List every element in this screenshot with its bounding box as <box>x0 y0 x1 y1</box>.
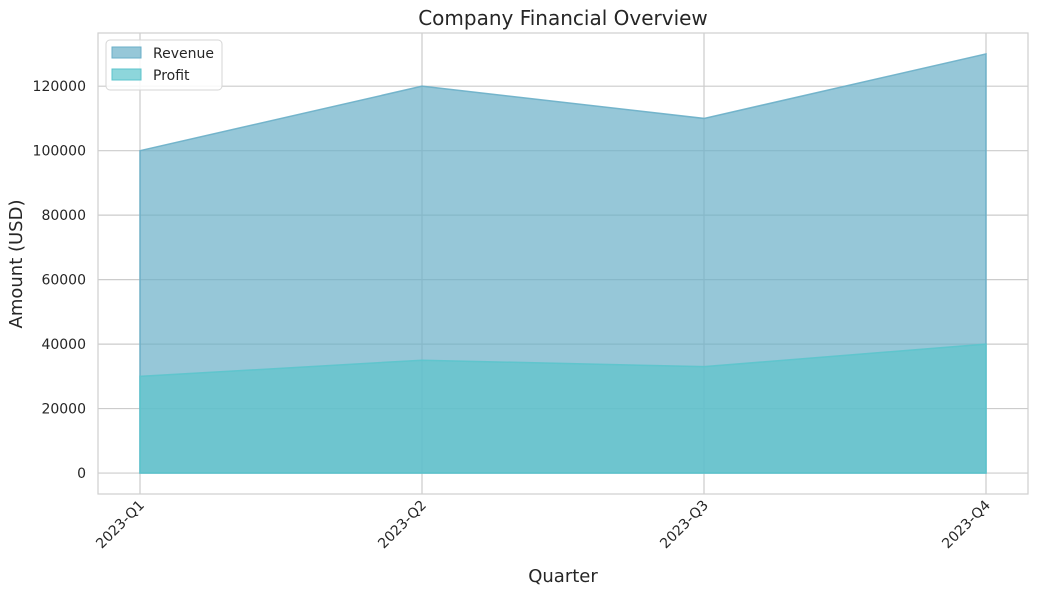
x-tick-label: 2023-Q4 <box>939 497 994 552</box>
legend: Revenue Profit <box>105 39 223 91</box>
y-tick-label: 120000 <box>33 79 86 95</box>
chart-title: Company Financial Overview <box>418 6 708 30</box>
x-axis-ticks: 2023-Q1 2023-Q2 2023-Q3 2023-Q4 <box>93 497 994 552</box>
legend-swatch <box>111 68 142 81</box>
y-tick-label: 60000 <box>41 273 86 289</box>
y-axis-ticks: 0 20000 40000 60000 80000 100000 120000 <box>33 79 86 482</box>
legend-label: Profit <box>153 68 190 84</box>
y-tick-label: 100000 <box>33 144 86 160</box>
plot-frame <box>97 32 1029 495</box>
x-tick-label: 2023-Q2 <box>375 498 430 553</box>
y-tick-label: 20000 <box>41 402 86 418</box>
y-axis-title: Amount (USD) <box>6 200 27 329</box>
legend-label: Revenue <box>153 46 214 62</box>
y-tick-label: 80000 <box>41 208 86 224</box>
x-axis-title: Quarter <box>528 566 598 587</box>
plot-areas <box>139 53 987 474</box>
x-tick-label: 2023-Q3 <box>657 498 712 553</box>
legend-swatch <box>111 46 142 59</box>
y-tick-label: 40000 <box>41 337 86 353</box>
x-tick-label: 2023-Q1 <box>93 498 148 553</box>
y-tick-label: 0 <box>77 466 86 482</box>
